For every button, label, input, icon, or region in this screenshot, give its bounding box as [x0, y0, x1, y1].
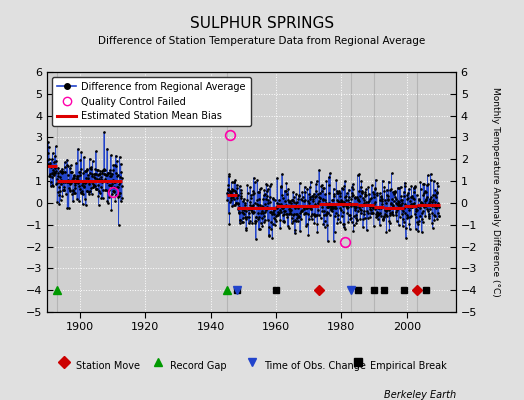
- Text: Empirical Break: Empirical Break: [370, 361, 447, 371]
- Text: Record Gap: Record Gap: [170, 361, 226, 371]
- Y-axis label: Monthly Temperature Anomaly Difference (°C): Monthly Temperature Anomaly Difference (…: [491, 87, 500, 297]
- Legend: Difference from Regional Average, Quality Control Failed, Estimated Station Mean: Difference from Regional Average, Qualit…: [52, 77, 250, 126]
- Text: Time of Obs. Change: Time of Obs. Change: [264, 361, 366, 371]
- Text: Station Move: Station Move: [76, 361, 140, 371]
- Text: Difference of Station Temperature Data from Regional Average: Difference of Station Temperature Data f…: [99, 36, 425, 46]
- Text: Berkeley Earth: Berkeley Earth: [384, 390, 456, 400]
- Text: SULPHUR SPRINGS: SULPHUR SPRINGS: [190, 16, 334, 31]
